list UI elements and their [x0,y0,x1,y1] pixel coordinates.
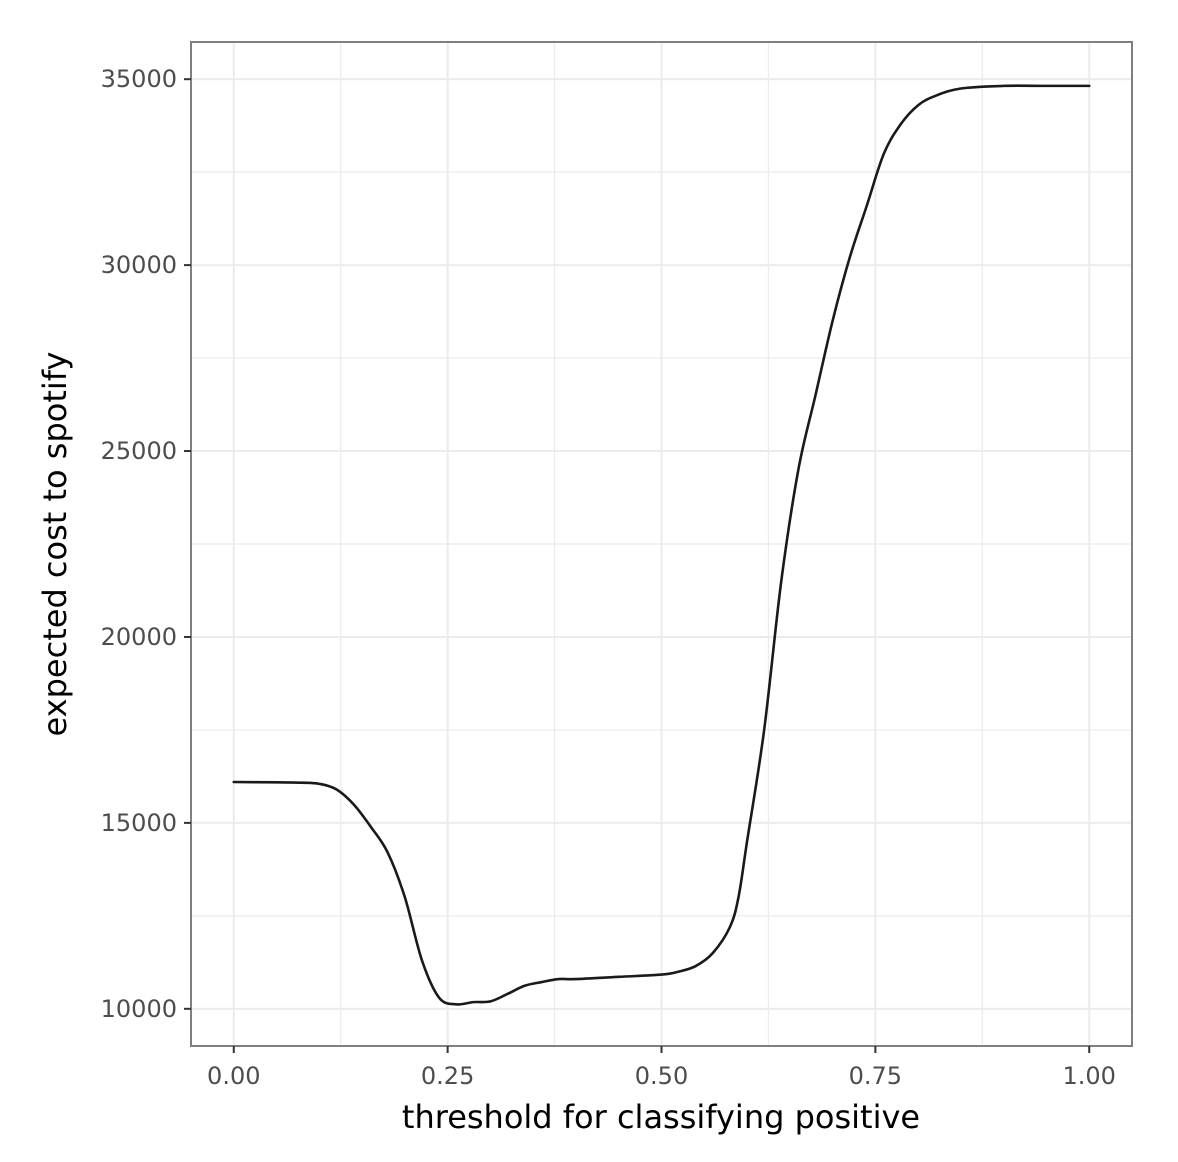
y-axis: 10000 15000 20000 25000 30000 35000 [101,65,191,1023]
x-axis-title: threshold for classifying positive [402,1098,920,1136]
x-tick-label: 1.00 [1063,1062,1116,1090]
y-axis-title: expected cost to spotify [36,352,74,737]
y-tick-label: 35000 [101,65,177,93]
x-tick-label: 0.00 [207,1062,260,1090]
y-tick-label: 15000 [101,809,177,837]
x-tick-label: 0.50 [635,1062,688,1090]
y-tick-label: 30000 [101,251,177,279]
major-gridlines [191,42,1132,1046]
series-line [232,84,1091,1006]
y-tick-label: 10000 [101,995,177,1023]
x-axis: 0.00 0.25 0.50 0.75 1.00 [207,1046,1116,1090]
x-tick-label: 0.75 [849,1062,902,1090]
y-tick-label: 25000 [101,437,177,465]
y-tick-label: 20000 [101,623,177,651]
x-tick-label: 0.25 [421,1062,474,1090]
